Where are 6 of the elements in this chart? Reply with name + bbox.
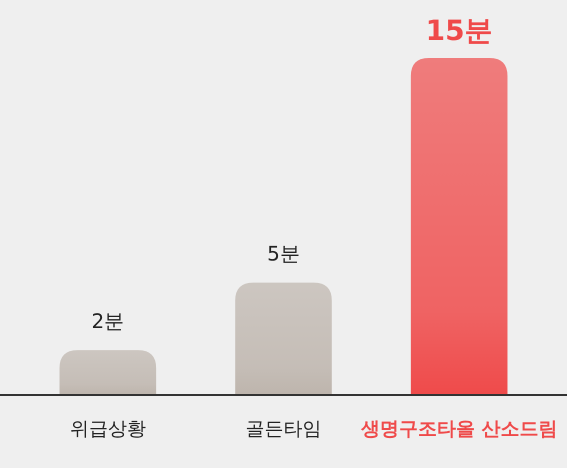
x-tick-label: 생명구조타올 산소드림: [360, 418, 558, 440]
x-tick-label: 위급상황: [70, 418, 146, 440]
data-label: 5분: [267, 242, 300, 266]
data-label: 15분: [426, 14, 493, 47]
x-tick-label: 골든타임: [246, 418, 322, 440]
data-label: 2분: [91, 309, 124, 334]
